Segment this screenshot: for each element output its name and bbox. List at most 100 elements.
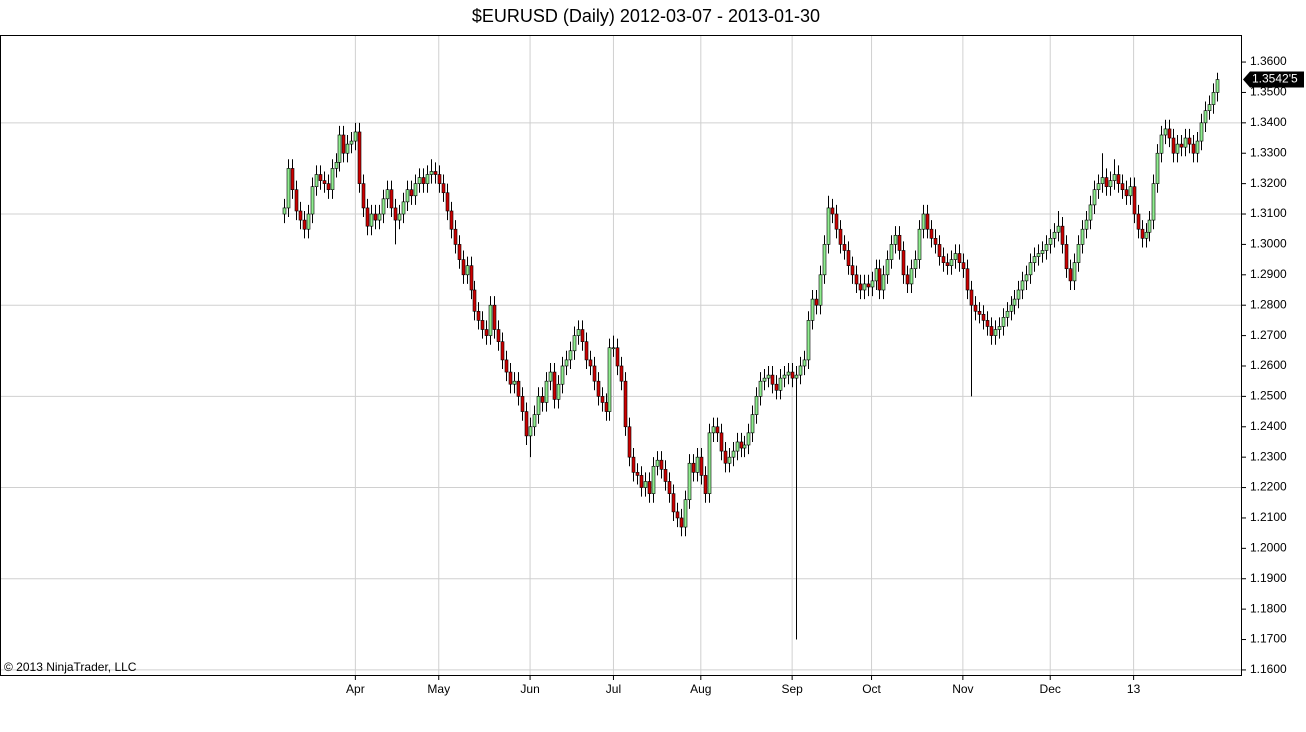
candle-body bbox=[1001, 317, 1006, 327]
candle-body bbox=[302, 219, 307, 230]
candle-body bbox=[993, 329, 998, 336]
candle-body bbox=[711, 426, 716, 434]
chart-title: $EURUSD (Daily) 2012-03-07 - 2013-01-30 bbox=[472, 6, 820, 26]
candle-body bbox=[723, 450, 728, 464]
candle-body bbox=[1084, 219, 1089, 230]
candle-body bbox=[496, 329, 501, 342]
candle-body bbox=[337, 134, 342, 163]
candle-body bbox=[492, 304, 497, 330]
candle-body bbox=[802, 359, 807, 367]
candle-body bbox=[1171, 137, 1176, 154]
candle-body bbox=[1191, 143, 1196, 154]
candle-body bbox=[294, 189, 299, 212]
candle-body bbox=[413, 183, 418, 197]
candle-body bbox=[766, 374, 771, 379]
candle-body bbox=[687, 462, 692, 501]
y-tick-label: 1.2200 bbox=[1250, 480, 1287, 494]
candle-body bbox=[1060, 225, 1065, 245]
candle-body bbox=[1140, 228, 1145, 239]
candle-body bbox=[1116, 174, 1121, 184]
candle-body bbox=[1072, 262, 1077, 282]
candle-body bbox=[314, 174, 319, 187]
candle-body bbox=[1056, 225, 1061, 233]
candle-body bbox=[667, 481, 672, 494]
candle-body bbox=[973, 304, 978, 312]
candle-body bbox=[862, 283, 867, 291]
candle-body bbox=[917, 228, 922, 260]
candle-body bbox=[790, 371, 795, 379]
candle-body bbox=[604, 402, 609, 412]
candle-body bbox=[409, 189, 414, 197]
y-tick-label: 1.1700 bbox=[1250, 632, 1287, 646]
y-tick-label: 1.2000 bbox=[1250, 541, 1287, 555]
candle-body bbox=[480, 320, 485, 330]
candle-body bbox=[445, 192, 450, 212]
candle-body bbox=[389, 189, 394, 209]
candle-body bbox=[977, 310, 982, 315]
candle-body bbox=[691, 462, 696, 473]
x-tick-label: 13 bbox=[1127, 682, 1141, 696]
candle-body bbox=[997, 326, 1002, 330]
candle-body bbox=[334, 162, 339, 169]
candle-body bbox=[1088, 204, 1093, 221]
candle-body bbox=[437, 174, 442, 184]
candle-body bbox=[762, 377, 767, 382]
candle-body bbox=[735, 441, 740, 452]
y-tick-label: 1.1800 bbox=[1250, 601, 1287, 615]
candle-body bbox=[1124, 189, 1129, 197]
candle-body bbox=[377, 213, 382, 221]
candle-body bbox=[679, 517, 684, 528]
candle-body bbox=[957, 253, 962, 263]
candle-body bbox=[814, 298, 819, 306]
y-tick-label: 1.3600 bbox=[1250, 54, 1287, 68]
x-tick-label: Apr bbox=[346, 682, 365, 696]
candle-body bbox=[1211, 92, 1216, 105]
y-tick-label: 1.3400 bbox=[1250, 115, 1287, 129]
candle-body bbox=[731, 450, 736, 458]
candle-body bbox=[619, 365, 624, 382]
candle-body bbox=[925, 213, 930, 230]
candle-body bbox=[1016, 289, 1021, 300]
candle-body bbox=[897, 234, 902, 251]
candle-body bbox=[981, 314, 986, 321]
candle-body bbox=[810, 298, 815, 321]
candle-body bbox=[540, 396, 545, 403]
candle-body bbox=[838, 228, 843, 245]
candle-body bbox=[385, 189, 390, 200]
candle-body bbox=[647, 481, 652, 494]
candle-body bbox=[933, 238, 938, 245]
candle-body bbox=[881, 274, 886, 291]
candle-body bbox=[282, 207, 287, 215]
candle-body bbox=[921, 213, 926, 230]
candle-body bbox=[528, 426, 533, 437]
candle-body bbox=[806, 320, 811, 361]
candle-body bbox=[552, 371, 557, 400]
candle-body bbox=[1036, 253, 1041, 257]
candle-body bbox=[556, 383, 561, 400]
candle-body bbox=[1009, 304, 1014, 312]
candle-body bbox=[1207, 104, 1212, 111]
candle-body bbox=[615, 347, 620, 367]
candle-body bbox=[306, 213, 311, 230]
candle-body bbox=[1144, 231, 1149, 239]
x-tick-label: Aug bbox=[690, 682, 711, 696]
candle-body bbox=[774, 383, 779, 391]
candle-body bbox=[500, 341, 505, 361]
x-tick-label: Nov bbox=[952, 682, 973, 696]
candle-body bbox=[607, 347, 612, 412]
candle-body bbox=[572, 335, 577, 352]
candle-body bbox=[461, 259, 466, 276]
candle-body bbox=[397, 213, 402, 221]
candle-body bbox=[580, 329, 585, 342]
candle-body bbox=[322, 180, 327, 184]
candle-body bbox=[369, 213, 374, 227]
candle-body bbox=[671, 493, 676, 513]
candle-body bbox=[441, 183, 446, 194]
candle-body bbox=[345, 143, 350, 154]
candle-body bbox=[1052, 231, 1057, 239]
candle-body bbox=[1020, 280, 1025, 291]
candle-body bbox=[353, 131, 358, 142]
candle-body bbox=[512, 380, 517, 385]
candle-body bbox=[866, 283, 871, 288]
